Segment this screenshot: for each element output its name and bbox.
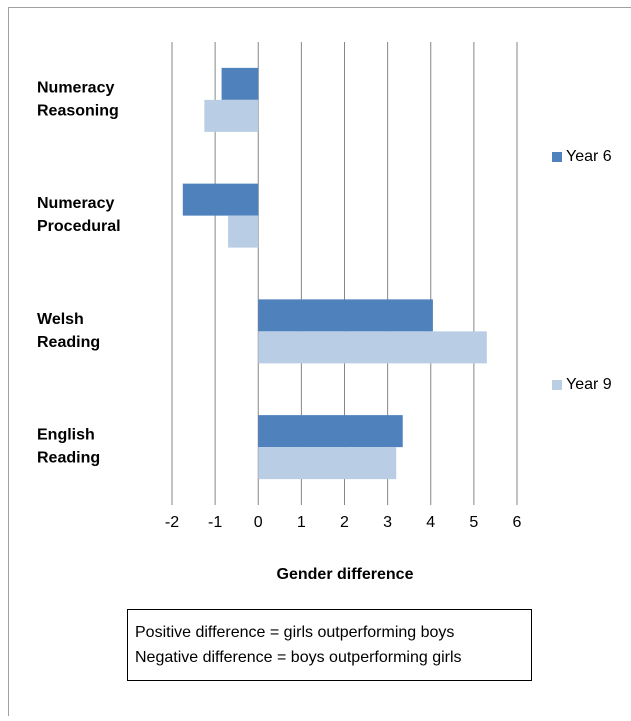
note: Negative difference = boys outperforming… [135, 649, 462, 666]
x-tick-label: 2 [340, 514, 349, 531]
note: Positive difference = girls outperformin… [135, 624, 454, 641]
bar [258, 415, 402, 447]
legend-swatch [552, 152, 562, 162]
bar [258, 331, 487, 363]
x-axis-title: Gender difference [277, 566, 414, 583]
bar [228, 216, 258, 248]
bar [258, 299, 433, 331]
x-tick-label: -2 [165, 514, 179, 531]
x-tick-label: 6 [513, 514, 522, 531]
legend-swatch [552, 380, 562, 390]
x-tick-label: 5 [469, 514, 478, 531]
bar [183, 184, 258, 216]
legend-label: Year 6 [566, 148, 612, 165]
x-tick-label: -1 [208, 514, 222, 531]
x-tick-label: 3 [383, 514, 392, 531]
x-tick-label: 1 [297, 514, 306, 531]
bar [222, 68, 259, 100]
legend-label: Year 9 [566, 376, 612, 393]
x-tick-label: 0 [254, 514, 263, 531]
note-box [128, 610, 532, 681]
x-tick-label: 4 [426, 514, 435, 531]
bar [204, 100, 258, 132]
bar [258, 447, 396, 479]
